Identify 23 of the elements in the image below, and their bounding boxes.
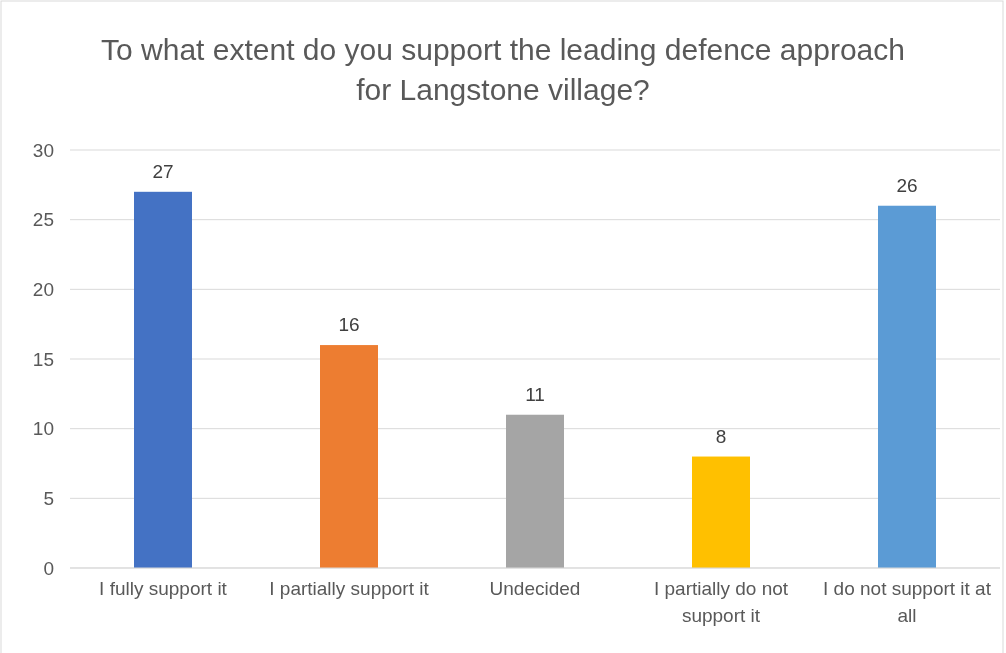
bar bbox=[320, 345, 378, 568]
y-tick-label: 0 bbox=[43, 557, 54, 579]
data-label: 8 bbox=[715, 425, 727, 447]
y-tick-label: 30 bbox=[32, 139, 54, 161]
y-tick-label: 5 bbox=[43, 487, 54, 509]
x-tick-label: I do not support it at all bbox=[823, 578, 992, 627]
x-tick-label: I partially support it bbox=[269, 578, 430, 600]
x-tick-label: I partially do not support it bbox=[653, 578, 789, 627]
bar bbox=[878, 205, 936, 568]
bar bbox=[134, 191, 192, 568]
bar bbox=[692, 456, 750, 568]
bar bbox=[506, 414, 564, 568]
y-tick-label: 25 bbox=[32, 209, 54, 231]
x-tick-label: I fully support it bbox=[99, 578, 228, 600]
data-label: 16 bbox=[338, 314, 360, 336]
chart-title: To what extent do you support the leading defence approach for Langstone village? bbox=[101, 33, 905, 106]
data-label: 11 bbox=[525, 383, 545, 405]
x-tick-label: Undecided bbox=[489, 578, 581, 600]
data-label: 26 bbox=[896, 174, 918, 196]
y-tick-label: 15 bbox=[32, 348, 54, 370]
y-tick-label: 20 bbox=[32, 278, 54, 300]
data-label: 27 bbox=[152, 160, 174, 182]
y-tick-label: 10 bbox=[32, 418, 54, 440]
